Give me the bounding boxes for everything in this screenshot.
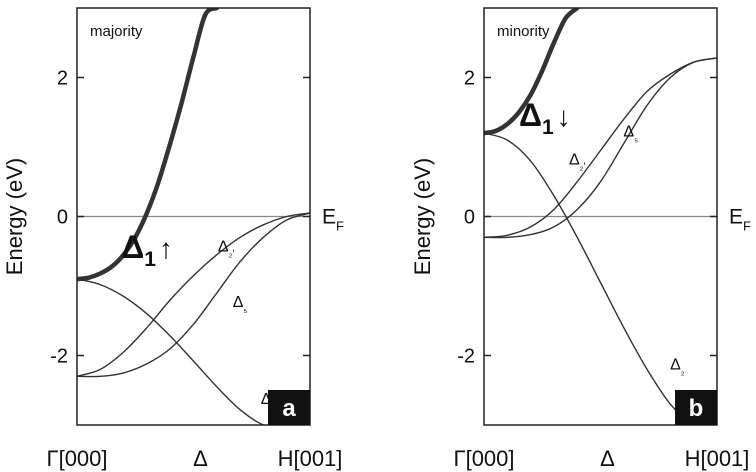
spin-band-label: Δ1 ↓ [519,97,571,139]
spin-band-symbol: Δ [121,229,144,265]
band-label-symbol: Δ [218,238,229,255]
x-tick-label: H[001] [278,446,343,471]
band-label: Δ₂ [670,356,685,377]
panel-badge-label: a [282,395,296,422]
band-line [77,212,310,377]
x-tick-label: Δ [193,446,208,471]
panel-badge [675,390,717,425]
spin-band-subscript: 1 [144,248,156,271]
spin-band-label: Δ1 ↑ [121,229,173,271]
band-label: Δ₅ [623,124,638,145]
spin-arrow: ↓ [557,101,571,132]
y-tick-label: 2 [464,68,475,90]
band-label-symbol: Δ [623,124,634,141]
y-tick-label: 0 [464,207,475,229]
spin-arrow: ↑ [159,233,173,264]
band-label-subscript: ₅ [634,134,638,145]
x-tick-label: H[001] [685,446,750,471]
y-axis-label: Energy (eV) [2,158,27,275]
fermi-label-subscript: F [743,219,751,234]
band-label: Δ₂′ [569,151,586,172]
y-tick-label: 0 [57,207,68,229]
band-label-subscript: ₂′ [580,161,586,172]
band-label-symbol: Δ [670,356,681,373]
band-curves [484,8,717,425]
spin-band-subscript: 1 [542,116,554,139]
band-label-symbol: Δ [569,151,580,168]
y-tick-label: -2 [50,346,68,368]
y-axis-label: Energy (eV) [410,158,435,275]
panel-title: minority [497,23,550,40]
y-tick-label: -2 [457,346,475,368]
band-label-subscript: ₂ [681,366,685,377]
fermi-label: EF [322,206,344,234]
band-label-symbol: Δ [261,391,272,408]
fermi-label-subscript: F [336,219,344,234]
band-line [484,57,717,238]
y-tick-label: 2 [57,68,68,90]
panel-badge-label: b [689,395,704,422]
band-label: Δ₂′ [218,238,235,259]
band-label-subscript: ₅ [243,304,247,315]
band-label-subscript: ₂′ [229,248,235,259]
spin-band-symbol: Δ [519,97,542,133]
band-curves [77,8,310,425]
panel-badge [268,390,310,425]
fermi-label: EF [729,206,751,234]
band-label: Δ₅ [233,294,248,315]
band-line [77,8,220,282]
x-tick-label: Δ [600,446,615,471]
band-line [484,132,717,425]
panel-title: majority [90,23,143,40]
x-tick-label: Γ[000] [46,446,107,471]
band-line [484,57,717,239]
fermi-label-e: E [322,206,336,229]
band-line [484,8,580,136]
fermi-label-e: E [729,206,743,229]
band-line [77,278,276,425]
band-line [77,212,310,378]
band-label-symbol: Δ [233,294,244,311]
x-tick-label: Γ[000] [453,446,514,471]
